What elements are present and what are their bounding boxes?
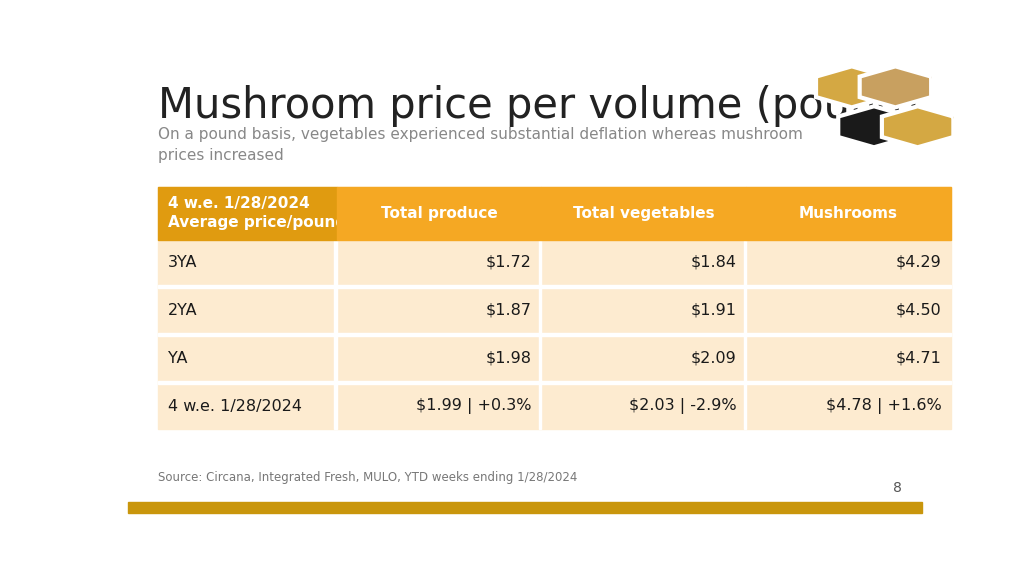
Polygon shape bbox=[839, 107, 909, 147]
Bar bbox=[743, 336, 746, 381]
Text: $1.87: $1.87 bbox=[486, 303, 531, 318]
Text: $2.03 | -2.9%: $2.03 | -2.9% bbox=[629, 398, 736, 414]
Bar bbox=[746, 187, 951, 240]
Text: 2YA: 2YA bbox=[168, 303, 198, 318]
Bar bbox=[158, 381, 951, 384]
Text: Source: Circana, Integrated Fresh, MULO, YTD weeks ending 1/28/2024: Source: Circana, Integrated Fresh, MULO,… bbox=[158, 471, 578, 484]
Text: $1.72: $1.72 bbox=[486, 255, 531, 270]
Bar bbox=[743, 384, 746, 429]
Bar bbox=[337, 187, 542, 240]
Text: $4.71: $4.71 bbox=[896, 351, 941, 366]
Bar bbox=[158, 333, 951, 336]
Bar bbox=[158, 187, 337, 240]
Text: 4 w.e. 1/28/2024: 4 w.e. 1/28/2024 bbox=[168, 399, 302, 414]
Text: YA: YA bbox=[168, 351, 187, 366]
Text: $4.29: $4.29 bbox=[896, 255, 941, 270]
Bar bbox=[334, 336, 337, 381]
Text: Total vegetables: Total vegetables bbox=[573, 206, 715, 221]
Bar bbox=[743, 240, 746, 285]
Text: Mushroom price per volume (pound): Mushroom price per volume (pound) bbox=[158, 85, 920, 127]
Bar bbox=[334, 240, 337, 285]
Text: Mushrooms: Mushrooms bbox=[799, 206, 898, 221]
Text: $2.09: $2.09 bbox=[691, 351, 736, 366]
Bar bbox=[158, 187, 951, 429]
Text: 4 w.e. 1/28/2024
Average price/pound: 4 w.e. 1/28/2024 Average price/pound bbox=[168, 196, 346, 230]
Text: $1.99 | +0.3%: $1.99 | +0.3% bbox=[417, 398, 531, 414]
Bar bbox=[334, 384, 337, 429]
Bar bbox=[128, 502, 922, 513]
Bar bbox=[539, 240, 542, 285]
Text: $4.78 | +1.6%: $4.78 | +1.6% bbox=[825, 398, 941, 414]
Text: $1.84: $1.84 bbox=[691, 255, 736, 270]
Bar bbox=[743, 288, 746, 333]
Text: 8: 8 bbox=[893, 481, 902, 495]
Polygon shape bbox=[860, 66, 931, 107]
Polygon shape bbox=[816, 66, 888, 107]
Bar bbox=[539, 384, 542, 429]
Text: 3YA: 3YA bbox=[168, 255, 198, 270]
Bar bbox=[334, 288, 337, 333]
Text: Total produce: Total produce bbox=[381, 206, 498, 221]
Bar bbox=[542, 187, 746, 240]
Text: $4.50: $4.50 bbox=[896, 303, 941, 318]
Bar bbox=[539, 336, 542, 381]
Bar bbox=[539, 288, 542, 333]
Text: $1.91: $1.91 bbox=[691, 303, 736, 318]
Bar bbox=[158, 285, 951, 288]
Text: $1.98: $1.98 bbox=[486, 351, 531, 366]
Text: On a pound basis, vegetables experienced substantial deflation whereas mushroom
: On a pound basis, vegetables experienced… bbox=[158, 127, 803, 163]
Polygon shape bbox=[882, 107, 953, 147]
